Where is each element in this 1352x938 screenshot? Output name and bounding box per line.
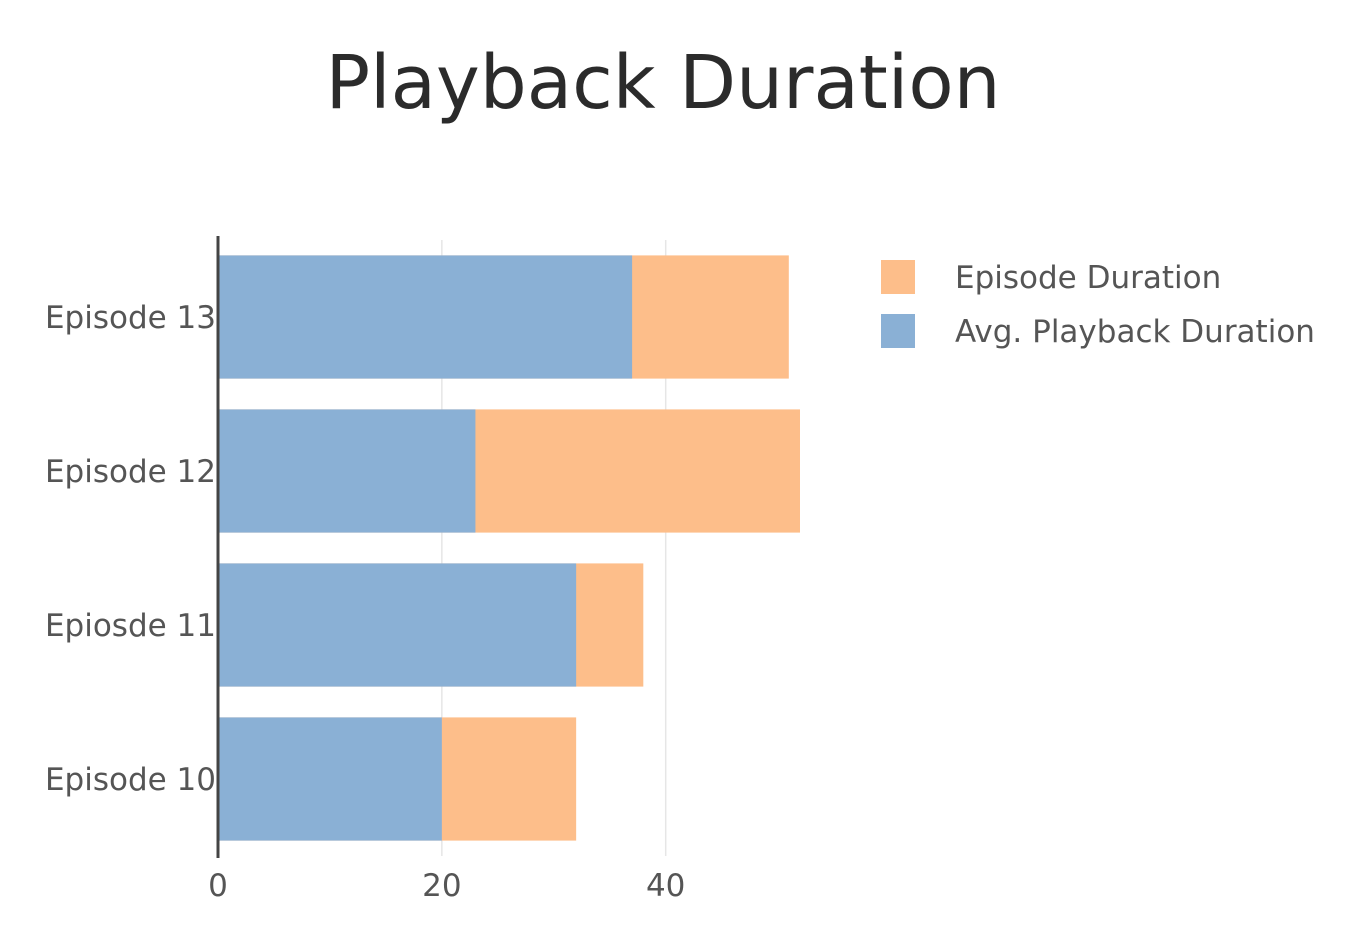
legend: Episode Duration Avg. Playback Duration: [881, 260, 1315, 350]
chart-title: Playback Duration: [325, 40, 1000, 126]
bar-avg-playback-duration-episode-12[interactable]: [218, 409, 476, 533]
y-tick-label-episode-12: Episode 12: [45, 454, 216, 490]
x-tick-label-0: 0: [208, 868, 228, 904]
x-tick-label-20: 20: [422, 868, 461, 904]
bars-layer: [218, 255, 800, 841]
legend-swatch-episode-duration[interactable]: [881, 260, 915, 294]
y-tick-label-episode-10: Episode 10: [45, 762, 216, 798]
x-tick-label-40: 40: [646, 868, 685, 904]
legend-label-episode-duration[interactable]: Episode Duration: [955, 260, 1221, 296]
bar-avg-playback-duration-episode-13[interactable]: [218, 255, 633, 379]
axis-layer: Episode 10 Epiosde 11 Episode 12 Episode 13…: [45, 236, 685, 904]
bar-avg-playback-duration-episode-10[interactable]: [218, 717, 442, 841]
y-tick-label-epiosde-11: Epiosde 11: [45, 608, 216, 644]
legend-swatch-avg-playback-duration[interactable]: [881, 314, 915, 348]
bar-avg-playback-duration-epiosde-11[interactable]: [218, 563, 577, 687]
legend-label-avg-playback-duration[interactable]: Avg. Playback Duration: [955, 314, 1315, 350]
y-tick-label-episode-13: Episode 13: [45, 300, 216, 336]
